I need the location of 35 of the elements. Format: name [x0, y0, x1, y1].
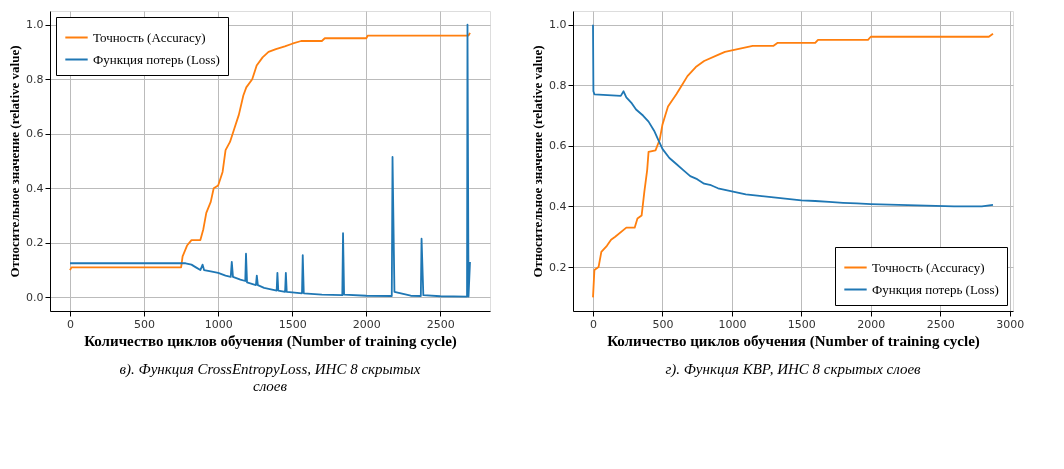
x-tick-label: 1500 — [278, 317, 307, 331]
x-tick-label: 2500 — [926, 317, 955, 331]
legend-label: Функция потерь (Loss) — [93, 51, 220, 67]
x-axis-title: Количество циклов обучения (Number of training cycle) — [84, 332, 457, 350]
y-axis-title: Относительное значение (relative value) — [530, 45, 546, 278]
text: в). Функция CrossEntropyLoss, ИНС 8 скрытых слоев — [119, 361, 421, 394]
text: г). Функция КВР, ИНС 8 скрытых слоев — [665, 361, 922, 378]
y-tick-label: 0.2 — [549, 260, 567, 274]
x-axis-title: Количество циклов обучения (Number of training cycle) — [607, 332, 980, 350]
y-axis-title: Относительное значение (relative value) — [7, 45, 23, 278]
y-tick-label: 0.2 — [26, 236, 44, 250]
y-tick-label: 0.6 — [26, 127, 44, 141]
x-tick-label: 1500 — [787, 317, 816, 331]
line-series — [592, 23, 994, 208]
y-tick-label: 0.0 — [26, 290, 44, 304]
x-tick-label: 2500 — [426, 317, 455, 331]
y-tick-label: 0.4 — [26, 181, 44, 195]
x-tick-label: 500 — [652, 317, 674, 331]
x-tick-label: 0 — [67, 317, 74, 331]
x-tick-label: 1000 — [718, 317, 747, 331]
y-tick-label: 1.0 — [549, 18, 567, 32]
y-tick-label: 0.8 — [26, 72, 44, 86]
x-tick-label: 500 — [134, 317, 156, 331]
x-tick-label: 3000 — [996, 317, 1025, 331]
y-tick-label: 1.0 — [26, 18, 44, 32]
x-tick-label: 0 — [590, 317, 597, 331]
x-tick-label: 1000 — [204, 317, 233, 331]
legend-label: Функция потерь (Loss) — [872, 281, 999, 297]
y-tick-label: 0.8 — [549, 78, 567, 92]
x-tick-label: 2000 — [857, 317, 886, 331]
x-tick-label: 2000 — [352, 317, 381, 331]
y-tick-label: 0.4 — [549, 199, 567, 213]
legend-label: Точность (Accuracy) — [872, 259, 985, 275]
legend-label: Точность (Accuracy) — [93, 29, 206, 45]
y-tick-label: 0.6 — [549, 139, 567, 153]
